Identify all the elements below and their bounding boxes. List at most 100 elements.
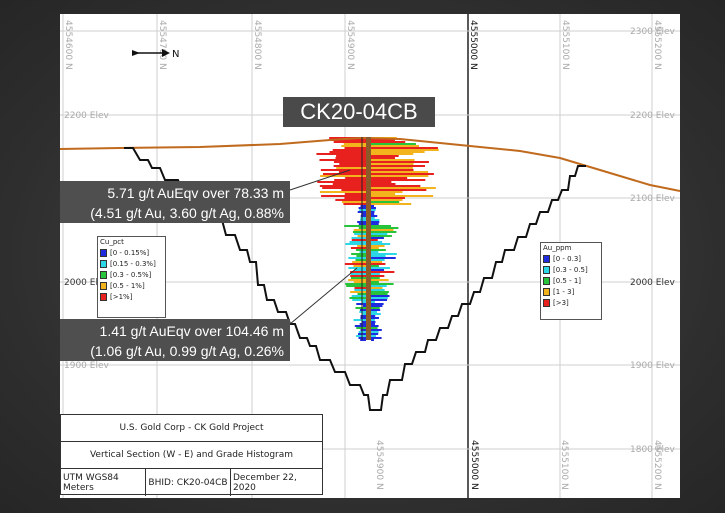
histogram-bar-au (371, 179, 426, 181)
histogram-bar-cu (354, 325, 366, 327)
histogram-bar-au (371, 173, 434, 175)
legend-au-swatch (543, 298, 550, 307)
histogram-bar-au (371, 211, 375, 213)
histogram-bar-au (371, 187, 436, 189)
histogram-bar-au (371, 185, 421, 187)
histogram-bar-au (371, 303, 384, 305)
histogram-bar-cu (360, 215, 366, 217)
histogram-bar-cu (322, 187, 366, 189)
histogram-bar-au (371, 157, 395, 159)
histogram-bar-au (371, 313, 381, 315)
north-arrow-label: N (172, 49, 179, 60)
histogram-bar-au (371, 191, 403, 193)
histogram-bar-au (371, 197, 405, 199)
histogram-bar-au (371, 203, 412, 205)
histogram-bar-au (371, 183, 396, 185)
histogram-bar-cu (348, 257, 366, 259)
histogram-bar-cu (360, 219, 366, 221)
histogram-bar-cu (341, 189, 366, 191)
histogram-bar-au (371, 153, 414, 155)
legend-cu-label: [>1%] (110, 292, 133, 301)
legend-cu-swatch (100, 248, 107, 257)
histogram-bar-au (371, 299, 388, 301)
histogram-bar-au (371, 231, 397, 233)
northing-label: 4555200 N (652, 20, 662, 70)
histogram-bar-cu (353, 281, 366, 283)
histogram-bar-au (371, 209, 376, 211)
histogram-bar-cu (341, 201, 366, 203)
histogram-bar-au (371, 271, 395, 273)
histogram-bar-au (371, 317, 379, 319)
histogram-bar-cu (330, 139, 366, 141)
histogram-bar-cu (320, 169, 366, 171)
drill-hole-trace (366, 137, 371, 340)
histogram-bar-au (371, 217, 375, 219)
histogram-bar-cu (350, 273, 366, 275)
histogram-bar-cu (354, 287, 366, 289)
histogram-bar-au (371, 281, 379, 283)
histogram-bar-au (371, 265, 379, 267)
histogram-bar-cu (350, 277, 366, 279)
histogram-bar-cu (362, 305, 366, 307)
callout-upper-leader (289, 169, 351, 191)
histogram-bar-cu (361, 321, 366, 323)
histogram-bar-cu (350, 247, 366, 249)
histogram-bar-cu (359, 323, 366, 325)
histogram-bar-au (371, 213, 375, 215)
title-block-project: U.S. Gold Corp - CK Gold Project (61, 415, 322, 442)
callout-lower: 1.41 g/t AuEqv over 104.46 m (1.06 g/t A… (60, 319, 290, 379)
histogram-bar-au (371, 251, 379, 253)
histogram-bar-au (371, 221, 380, 223)
histogram-bar-au (371, 339, 375, 341)
histogram-bar-au (371, 161, 429, 163)
callout-upper-line2: (4.51 g/t Au, 3.60 g/t Ag, 0.88% Cu) (90, 205, 284, 241)
histogram-bar-au (371, 315, 376, 317)
histogram-bar-cu (333, 141, 366, 143)
histogram-bar-cu (346, 285, 366, 287)
histogram-bar-au (371, 193, 396, 195)
histogram-bar-au (371, 241, 383, 243)
histogram-bar-au (371, 169, 414, 171)
histogram-bar-cu (354, 289, 366, 291)
title-block-bhid: BHID: CK20-04CB (146, 469, 231, 496)
legend-au-item: [0.5 - 1] (541, 275, 601, 286)
histogram-bar-au (371, 255, 386, 257)
histogram-bar-au (371, 249, 386, 251)
elevation-label-right: 2200 Elev (630, 111, 675, 121)
histogram-bar-cu (349, 297, 366, 299)
histogram-bar-cu (317, 181, 366, 183)
histogram-bar-cu (335, 199, 366, 201)
legend-au-swatch (543, 276, 550, 285)
histogram-bar-au (371, 225, 391, 227)
elevation-label-right: 1900 Elev (630, 361, 675, 371)
histogram-bar-cu (360, 339, 366, 341)
histogram-bar-cu (345, 177, 366, 179)
histogram-bar-cu (351, 253, 366, 255)
legend-au-label: [0 - 0.3] (553, 254, 582, 263)
histogram-bar-cu (348, 267, 366, 269)
histogram-bar-cu (356, 327, 366, 329)
histogram-bar-cu (350, 271, 366, 273)
elevation-label-left: 2200 Elev (64, 111, 109, 121)
histogram-bar-au (371, 293, 388, 295)
histogram-bar-au (371, 171, 429, 173)
histogram-bar-au (371, 139, 395, 141)
histogram-bar-cu (344, 263, 366, 265)
histogram-bar-cu (321, 195, 366, 197)
histogram-bar-au (371, 295, 390, 297)
histogram-bar-cu (353, 319, 366, 321)
histogram-bar-cu (344, 197, 366, 199)
histogram-bar-cu (319, 191, 366, 193)
histogram-bar-cu (356, 303, 366, 305)
histogram-bar-au (371, 151, 425, 153)
histogram-bar-cu (352, 299, 366, 301)
histogram-bar-cu (360, 205, 366, 207)
histogram-bar-cu (360, 217, 366, 219)
elevation-label-right: 2300 Elev (630, 27, 675, 37)
histogram-bar-cu (359, 209, 366, 211)
histogram-bar-cu (332, 149, 366, 151)
northing-label-bottom: 4555100 N (559, 440, 569, 490)
histogram-bar-au (371, 175, 429, 177)
legend-cu-label: [0.5 - 1%] (110, 281, 145, 290)
histogram-bar-au (371, 227, 399, 229)
